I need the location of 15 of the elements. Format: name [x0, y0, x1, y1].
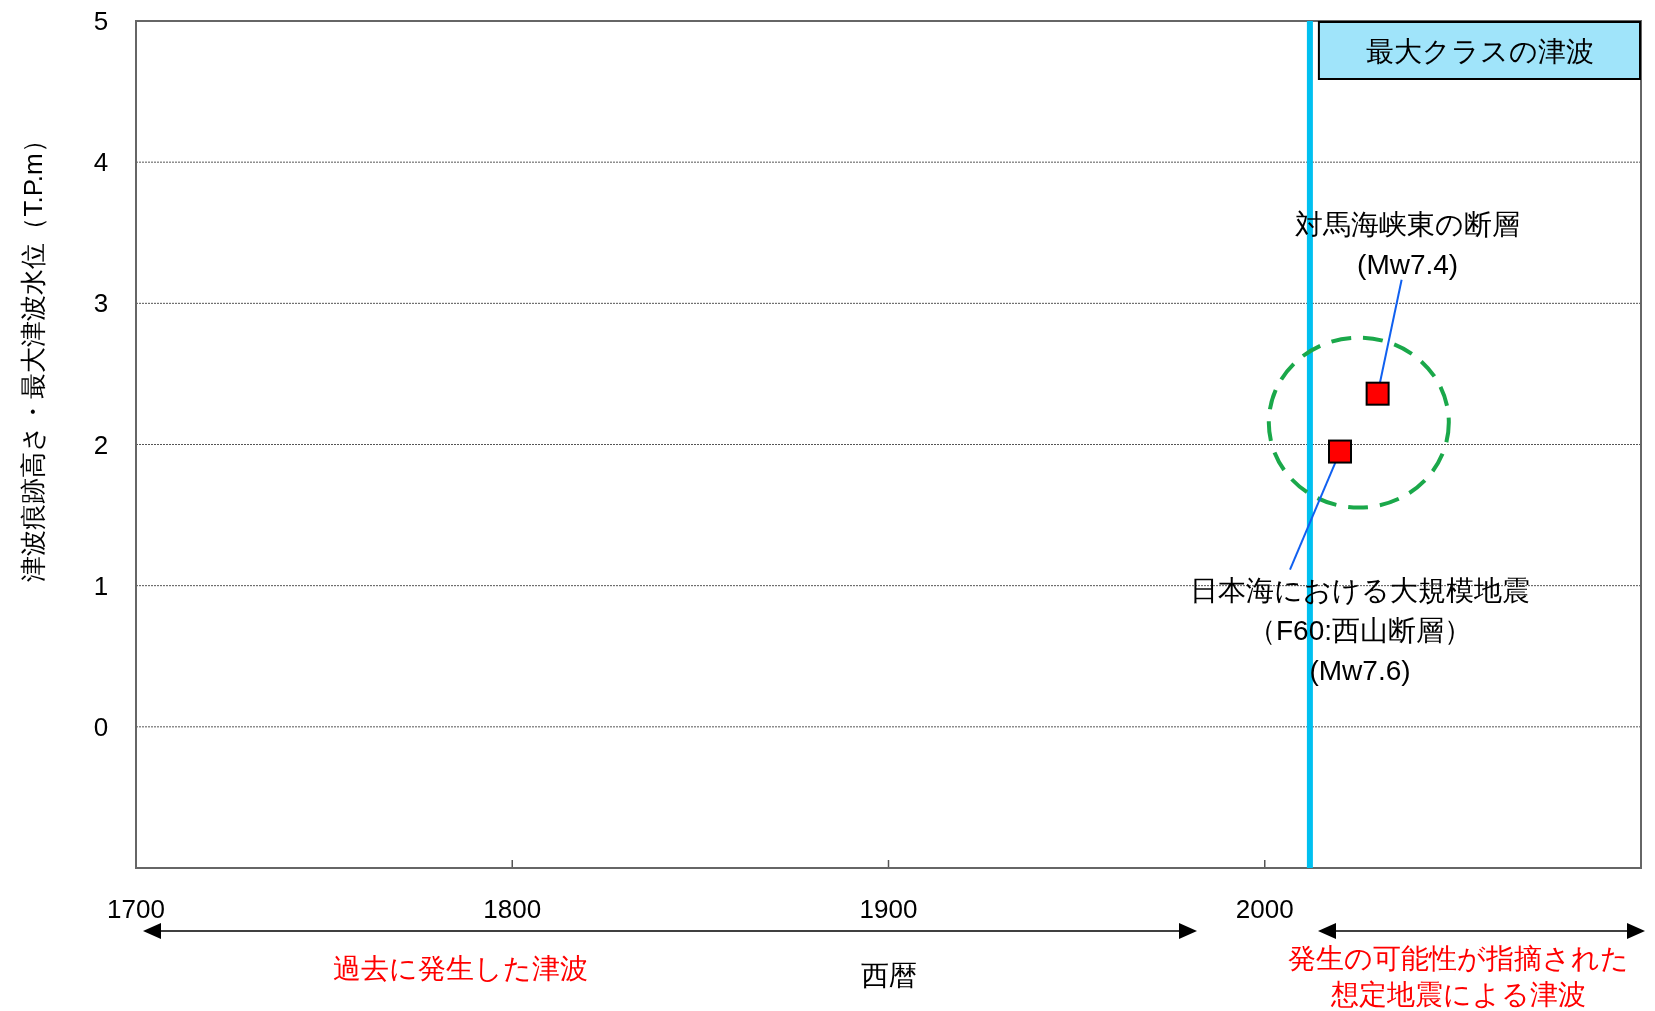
y-tick-label: 5 [93, 6, 109, 36]
x-tick-label: 1800 [483, 894, 542, 924]
y-tick-label: 1 [93, 570, 109, 601]
x-tick-label: 2000 [1235, 894, 1294, 924]
ref-line-label: 最大クラスの津波 [1365, 36, 1594, 67]
x-tick-label: 1900 [859, 894, 918, 924]
x-tick-label: 1700 [107, 894, 165, 924]
x-axis-title: 西暦 [860, 960, 917, 991]
y-tick-label: 2 [93, 429, 109, 460]
text: 過去に発生した津波 [332, 953, 588, 984]
y-tick-label: 0 [93, 711, 109, 742]
y-axis-title: 津波痕跡高さ・最大津波水位（T.P.m） [18, 127, 48, 582]
text: 発生の可能性が指摘された想定地震による津波 [1287, 943, 1629, 1010]
y-tick-label: 4 [93, 147, 109, 178]
y-tick-label: 3 [93, 288, 109, 319]
